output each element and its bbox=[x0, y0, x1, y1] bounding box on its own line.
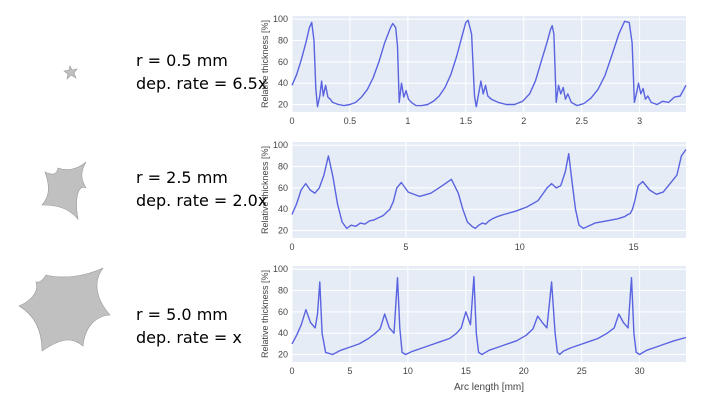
y-tick-label: 20 bbox=[278, 226, 288, 236]
row-1: r = 0.5 mm dep. rate = 6.5x 204060801000… bbox=[63, 14, 687, 126]
y-axis-label: Relative thickness [%] bbox=[260, 270, 270, 358]
y-tick-label: 100 bbox=[273, 14, 288, 24]
y-tick-label: 60 bbox=[278, 183, 288, 193]
x-tick-label: 2 bbox=[521, 116, 526, 126]
x-tick-label: 0 bbox=[289, 366, 294, 376]
thickness-series-line bbox=[291, 276, 687, 356]
plot-3: 20 40 60 80 100 0 5 10 15 20 25 30 Relative thicknes… bbox=[260, 264, 687, 393]
x-tick-label: 1.5 bbox=[460, 116, 473, 126]
plot-2: 20 40 60 80 100 0 5 10 15 Relative thickness [%] bbox=[260, 140, 687, 252]
star-shape-medium bbox=[41, 161, 87, 221]
y-tick-label: 100 bbox=[273, 140, 288, 150]
y-tick-label: 80 bbox=[278, 36, 288, 46]
plot-background bbox=[292, 142, 686, 238]
x-tick-label: 0 bbox=[289, 116, 294, 126]
y-tick-label: 60 bbox=[278, 307, 288, 317]
row-2: r = 2.5 mm dep. rate = 2.0x 20 40 60 80 100 0… bbox=[41, 140, 687, 252]
y-tick-label: 60 bbox=[278, 57, 288, 67]
plot-background bbox=[292, 266, 686, 362]
x-axis-label: Arc length [mm] bbox=[454, 382, 524, 393]
x-tick-label: 5 bbox=[347, 366, 352, 376]
x-tick-label: 25 bbox=[577, 366, 587, 376]
row-label-line-1: r = 2.5 mm bbox=[136, 168, 228, 187]
thickness-series-line bbox=[291, 149, 687, 230]
plot-1: 20 40 60 80 100 0 0.5 1 1.5 2 2.5 3 Relative thickne… bbox=[260, 14, 687, 126]
row-label-line-2: dep. rate = x bbox=[136, 328, 242, 347]
y-axis-label: Relative thickness [%] bbox=[260, 146, 270, 234]
x-tick-label: 0.5 bbox=[344, 116, 357, 126]
y-tick-label: 100 bbox=[273, 264, 288, 274]
x-tick-label: 10 bbox=[403, 366, 413, 376]
star-shape-small bbox=[63, 65, 78, 80]
y-tick-label: 20 bbox=[278, 350, 288, 360]
y-tick-label: 80 bbox=[278, 162, 288, 172]
y-axis-label: Relative thickness [%] bbox=[260, 20, 270, 108]
y-tick-label: 20 bbox=[278, 100, 288, 110]
x-tick-label: 15 bbox=[461, 366, 471, 376]
thickness-series-line bbox=[291, 19, 687, 108]
y-tick-label: 40 bbox=[278, 328, 288, 338]
x-tick-label: 3 bbox=[637, 116, 642, 126]
y-tick-label: 40 bbox=[278, 78, 288, 88]
y-tick-label: 80 bbox=[278, 286, 288, 296]
x-tick-label: 20 bbox=[519, 366, 529, 376]
x-tick-label: 0 bbox=[289, 242, 294, 252]
x-tick-label: 1 bbox=[405, 116, 410, 126]
row-label-line-1: r = 0.5 mm bbox=[136, 51, 228, 70]
row-3: r = 5.0 mm dep. rate = x 20 40 60 80 100 0 5 10… bbox=[18, 264, 687, 393]
x-tick-label: 30 bbox=[635, 366, 645, 376]
x-tick-label: 15 bbox=[629, 242, 639, 252]
x-tick-label: 5 bbox=[403, 242, 408, 252]
star-shape-large bbox=[18, 267, 111, 352]
x-tick-label: 10 bbox=[515, 242, 525, 252]
x-tick-label: 2.5 bbox=[575, 116, 588, 126]
row-label-line-2: dep. rate = 2.0x bbox=[136, 191, 267, 210]
row-label-line-2: dep. rate = 6.5x bbox=[136, 74, 267, 93]
row-label-line-1: r = 5.0 mm bbox=[136, 305, 228, 324]
y-tick-label: 40 bbox=[278, 204, 288, 214]
